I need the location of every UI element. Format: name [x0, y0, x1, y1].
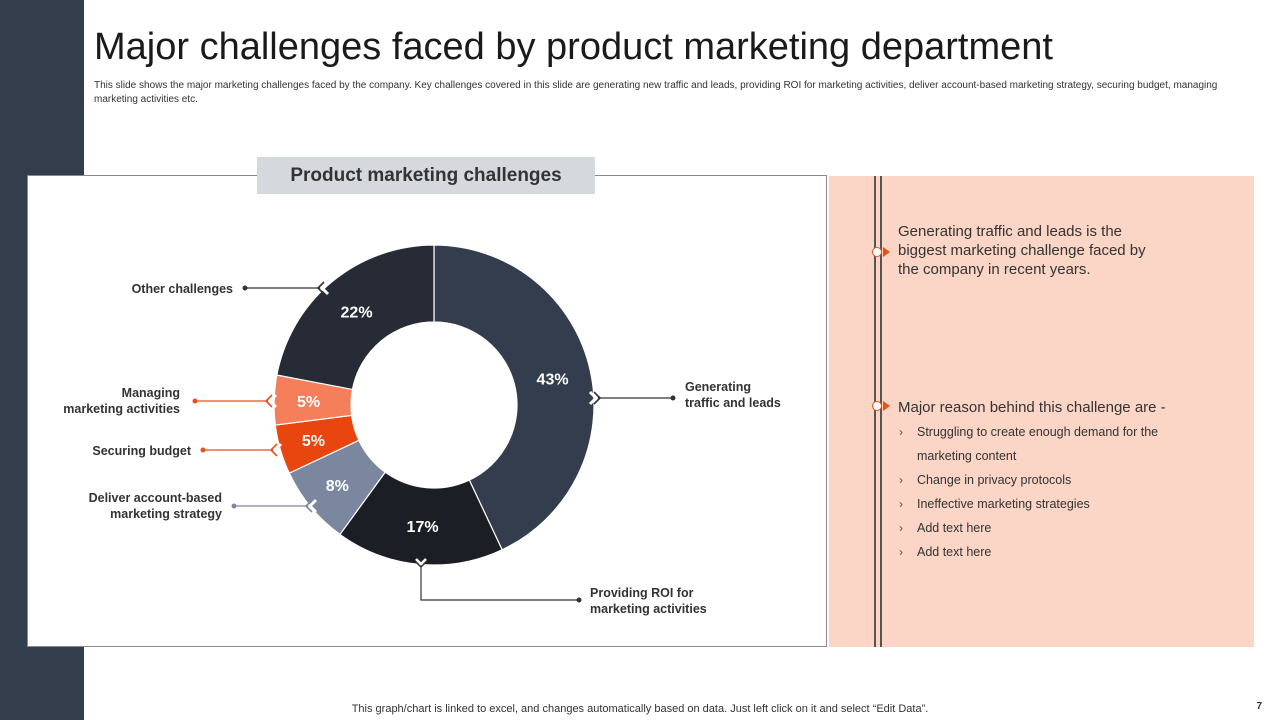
- arrow-right-icon: [883, 401, 890, 411]
- category-label: marketing activities: [63, 402, 180, 416]
- slice-value-label: 8%: [326, 478, 349, 495]
- callout-dot: [670, 395, 676, 401]
- page-title: Major challenges faced by product market…: [94, 26, 1053, 68]
- donut-slice[interactable]: [339, 471, 503, 566]
- timeline-dot-icon: [872, 401, 882, 411]
- list-item: › Change in privacy protocols: [899, 468, 1199, 492]
- panel-divider-line: [880, 176, 882, 647]
- chevron-right-icon: [588, 390, 599, 406]
- callout-dot: [576, 597, 582, 603]
- category-label: Providing ROI for: [590, 586, 694, 600]
- callout-leader-line: [420, 563, 579, 601]
- list-item-text: Add text here: [917, 545, 992, 559]
- chevron-left-icon: [267, 393, 278, 409]
- chevron-down-icon: [415, 558, 427, 566]
- chevron-left-icon: [319, 280, 330, 296]
- donut-slice[interactable]: [433, 244, 595, 551]
- callout-dot: [231, 503, 237, 509]
- insight-point-2: Major reason behind this challenge are -: [898, 399, 1166, 416]
- donut-chart[interactable]: 43% 17% 8% 5% 5% 22% Generating traffic and lea…: [27, 175, 827, 647]
- list-item-text: Struggling to create enough demand for t…: [917, 425, 1159, 463]
- category-label: Managing: [122, 386, 180, 400]
- list-item: › Ineffective marketing strategies: [899, 492, 1199, 516]
- list-item: › Add text here: [899, 540, 1199, 564]
- panel-divider-line: [874, 176, 876, 647]
- reason-list: › Struggling to create enough demand for …: [899, 420, 1199, 564]
- callout-dot: [200, 447, 206, 453]
- insight-panel: Generating traffic and leads is the bigg…: [829, 176, 1254, 647]
- slice-value-label: 5%: [302, 433, 325, 450]
- chevron-left-icon: [307, 498, 318, 514]
- chevron-right-icon: [593, 391, 602, 405]
- arrow-right-icon: [883, 247, 890, 257]
- slice-value-label: 22%: [341, 304, 373, 321]
- chevron-left-icon: [264, 394, 273, 408]
- list-item-text: Change in privacy protocols: [917, 473, 1072, 487]
- chevron-left-icon: [272, 442, 283, 458]
- slice-value-label: 5%: [297, 394, 320, 411]
- category-label: Securing budget: [92, 444, 191, 458]
- callout-dot: [242, 285, 248, 291]
- callout-dot: [192, 398, 198, 404]
- list-item: › Add text here: [899, 516, 1199, 540]
- category-label: Generating: [685, 380, 751, 394]
- chevron-right-icon: ›: [899, 497, 903, 511]
- chevron-left-icon: [316, 281, 325, 295]
- category-label: traffic and leads: [685, 396, 781, 410]
- chevron-left-icon: [269, 443, 278, 457]
- category-label: Other challenges: [132, 282, 233, 296]
- list-item-text: Add text here: [917, 521, 992, 535]
- timeline-dot-icon: [872, 247, 882, 257]
- chevron-right-icon: ›: [899, 473, 903, 487]
- list-item-text: Ineffective marketing strategies: [917, 497, 1090, 511]
- chevron-right-icon: ›: [899, 521, 903, 535]
- donut-slice[interactable]: [276, 244, 435, 391]
- chevron-right-icon: ›: [899, 545, 903, 559]
- chevron-left-icon: [304, 499, 313, 513]
- category-label: Deliver account-based: [89, 491, 222, 505]
- list-item: › Struggling to create enough demand for …: [899, 420, 1199, 468]
- chevron-down-icon: [415, 561, 427, 569]
- category-label: marketing strategy: [110, 507, 222, 521]
- slice-value-label: 17%: [407, 519, 439, 536]
- footer-note: This graph/chart is linked to excel, and…: [351, 703, 929, 715]
- insight-point-1: Generating traffic and leads is the bigg…: [898, 223, 1146, 278]
- category-label: marketing activities: [590, 602, 707, 616]
- slice-value-label: 43%: [537, 371, 569, 388]
- chevron-right-icon: ›: [899, 425, 903, 439]
- page-number: 7: [1256, 701, 1262, 712]
- chart-title: Product marketing challenges: [257, 157, 595, 194]
- page-subtitle: This slide shows the major marketing cha…: [94, 80, 1218, 105]
